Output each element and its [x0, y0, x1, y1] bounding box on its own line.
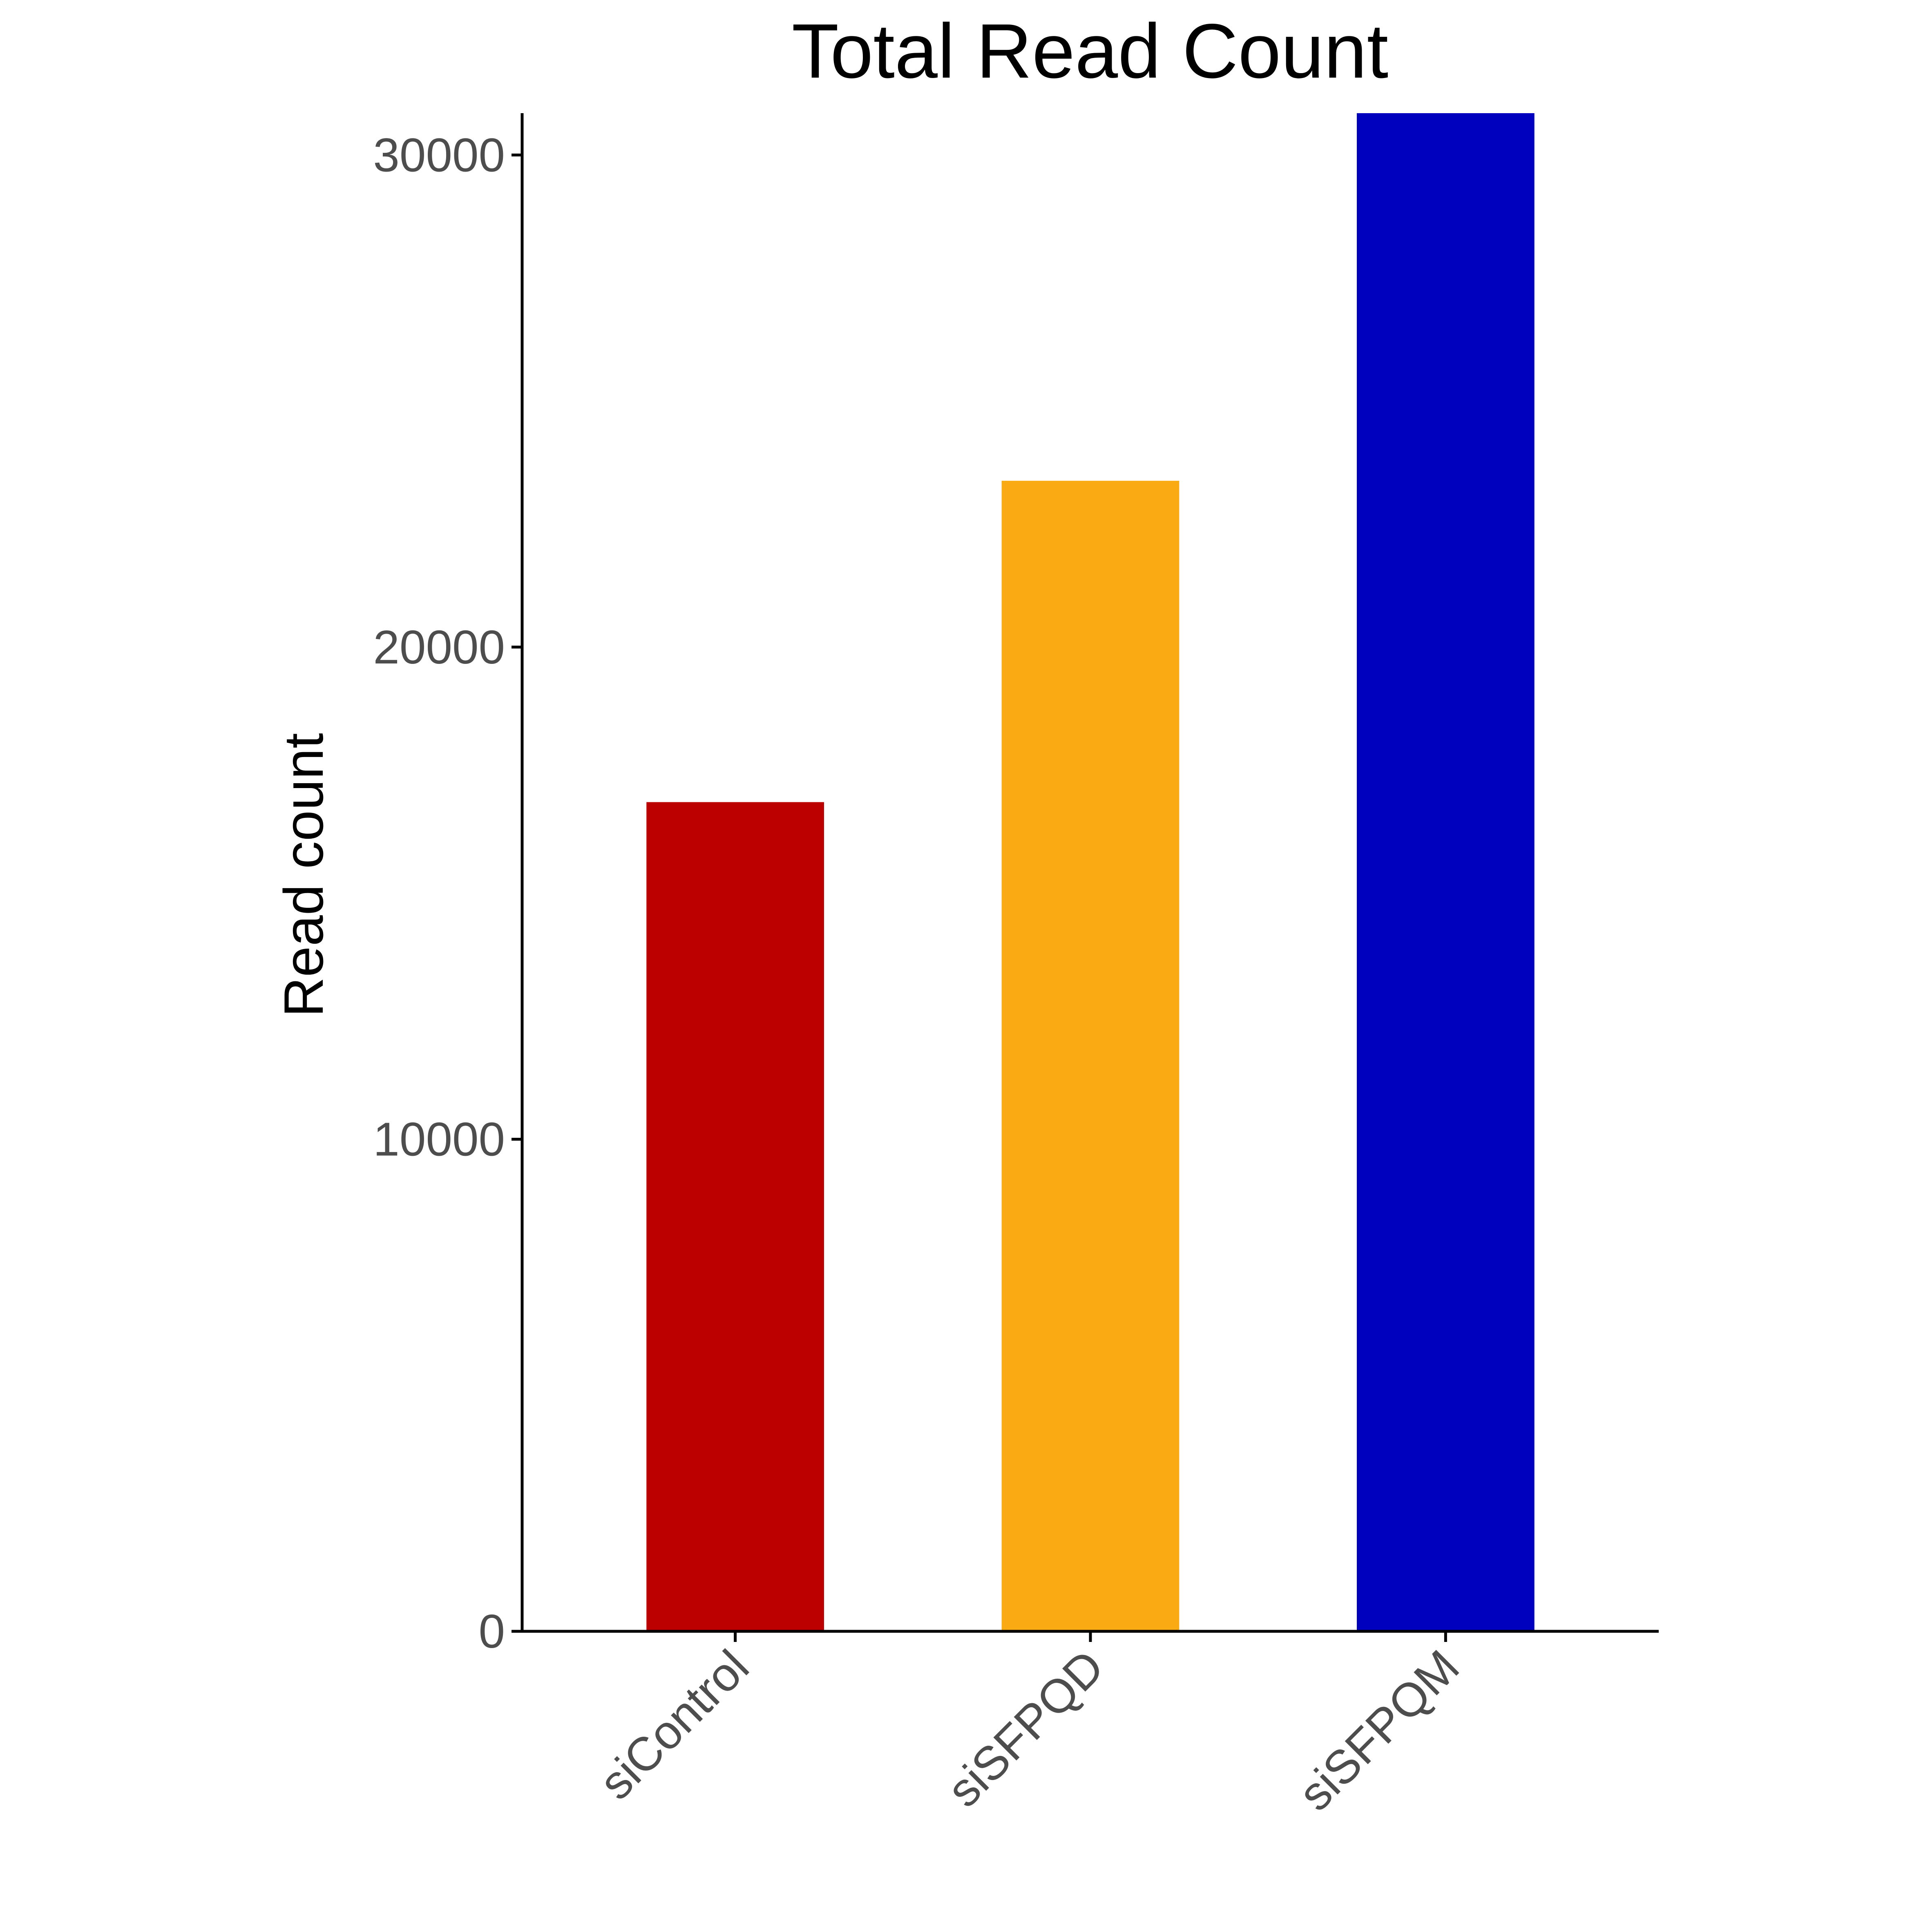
x-tick-label: siSFPQM	[1288, 1640, 1469, 1821]
chart-title: Total Read Count	[792, 8, 1388, 94]
x-tick-label: siControl	[589, 1640, 759, 1810]
y-tick-label: 10000	[373, 1112, 505, 1166]
bar-sicontrol	[646, 802, 824, 1631]
y-ticks-group: 0 10000 20000 30000	[373, 128, 522, 1658]
bar-sisfpqd	[1001, 480, 1179, 1631]
bar-sisfpqm	[1357, 113, 1535, 1631]
y-tick-label: 20000	[373, 621, 505, 674]
y-tick-label: 30000	[373, 128, 505, 181]
x-tick-label: siSFPQD	[937, 1640, 1114, 1817]
y-tick-label: 0	[478, 1605, 505, 1658]
x-ticks-group: siControl siSFPQD siSFPQM	[589, 1631, 1469, 1821]
y-axis-label: Read count	[273, 733, 335, 1017]
bars-group	[646, 113, 1535, 1631]
